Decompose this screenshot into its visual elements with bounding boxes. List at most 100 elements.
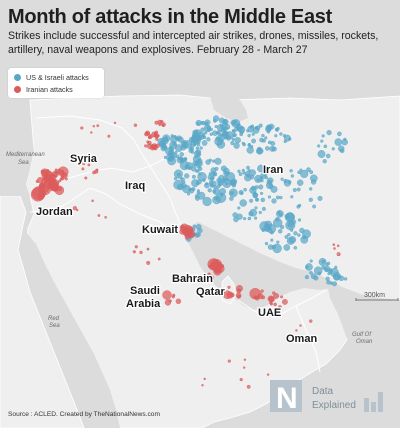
us-israeli-attack-marker bbox=[283, 244, 291, 251]
iranian-attack-marker bbox=[54, 185, 65, 196]
us-israeli-attack-marker bbox=[230, 179, 235, 184]
us-israeli-attack-marker bbox=[254, 185, 259, 190]
iranian-attack-marker bbox=[281, 298, 288, 305]
us-israeli-attack-marker bbox=[179, 176, 183, 180]
us-israeli-attack-marker bbox=[195, 181, 200, 186]
us-israeli-attack-marker bbox=[258, 210, 262, 215]
us-israeli-attack-marker bbox=[254, 216, 258, 220]
iranian-attack-marker bbox=[91, 160, 95, 164]
us-israeli-attack-marker bbox=[224, 126, 229, 131]
us-israeli-attack-marker bbox=[260, 197, 265, 203]
us-israeli-attack-marker bbox=[293, 231, 298, 236]
us-israeli-attack-marker bbox=[212, 119, 217, 123]
iranian-attack-marker bbox=[55, 181, 59, 185]
water-label-red: Red bbox=[48, 316, 60, 322]
us-israeli-attack-marker bbox=[221, 132, 225, 137]
us-israeli-attack-marker bbox=[192, 224, 197, 229]
iranian-attack-marker bbox=[132, 250, 136, 254]
iranian-attack-marker bbox=[215, 268, 219, 272]
iranian-attack-marker bbox=[309, 319, 313, 323]
us-israeli-attack-marker bbox=[199, 146, 203, 150]
us-israeli-attack-marker bbox=[192, 143, 196, 147]
logo-text-explained: Explained bbox=[312, 400, 356, 411]
us-israeli-attack-marker bbox=[260, 191, 264, 195]
us-israeli-attack-marker bbox=[282, 134, 287, 138]
us-israeli-attack-marker bbox=[205, 182, 209, 186]
iranian-attack-marker bbox=[146, 140, 150, 144]
iranian-attack-marker bbox=[92, 124, 96, 128]
us-israeli-attack-marker bbox=[239, 199, 247, 207]
us-israeli-attack-marker bbox=[337, 131, 342, 137]
us-israeli-attack-marker bbox=[322, 159, 327, 164]
us-israeli-attack-marker bbox=[343, 277, 348, 281]
us-israeli-attack-marker bbox=[280, 225, 285, 230]
logo-text-data: Data bbox=[312, 386, 334, 397]
us-israeli-attack-marker bbox=[180, 182, 187, 189]
country-label-qatar: Qatar bbox=[196, 286, 225, 298]
us-israeli-attack-marker bbox=[214, 157, 222, 165]
us-israeli-attack-marker bbox=[312, 204, 316, 209]
us-israeli-attack-marker bbox=[161, 144, 166, 149]
iranian-attack-marker bbox=[333, 247, 336, 250]
logo-bar-2 bbox=[371, 402, 376, 412]
us-israeli-attack-marker bbox=[280, 177, 284, 181]
land-egypt bbox=[0, 195, 85, 428]
us-israeli-attack-marker bbox=[260, 178, 264, 183]
us-israeli-attack-marker bbox=[275, 127, 279, 131]
iranian-attack-marker bbox=[139, 250, 143, 255]
us-israeli-attack-marker bbox=[297, 233, 301, 237]
scale-label: 300km bbox=[364, 292, 385, 299]
us-israeli-attack-marker bbox=[247, 216, 252, 221]
us-israeli-attack-marker bbox=[187, 192, 191, 196]
iranian-attack-marker bbox=[261, 295, 265, 300]
us-israeli-attack-marker bbox=[325, 263, 329, 267]
us-israeli-attack-marker bbox=[274, 134, 278, 138]
iranian-attack-marker bbox=[172, 293, 176, 297]
us-israeli-attack-marker bbox=[197, 227, 203, 234]
us-israeli-attack-marker bbox=[325, 153, 331, 159]
us-israeli-attack-marker bbox=[338, 145, 345, 152]
iranian-attack-marker bbox=[336, 252, 341, 257]
page-subtitle: Strikes include successful and intercept… bbox=[8, 30, 379, 56]
iranian-attack-marker bbox=[150, 144, 156, 149]
us-israeli-attack-marker bbox=[300, 235, 309, 244]
scale-bar: 300km bbox=[355, 292, 399, 301]
legend-label-iranian: Iranian attacks bbox=[26, 84, 73, 94]
iranian-attack-marker bbox=[278, 305, 282, 309]
us-israeli-attack-marker bbox=[232, 133, 236, 137]
us-israeli-attack-marker bbox=[314, 266, 323, 275]
us-israeli-attack-marker bbox=[331, 147, 335, 151]
us-israeli-attack-marker bbox=[201, 140, 208, 146]
us-israeli-attack-marker bbox=[225, 182, 229, 186]
us-israeli-attack-marker bbox=[309, 170, 314, 175]
iranian-attack-marker bbox=[107, 134, 111, 138]
us-israeli-attack-marker bbox=[256, 178, 260, 182]
us-israeli-attack-marker bbox=[261, 206, 266, 211]
us-israeli-attack-marker bbox=[283, 179, 292, 187]
us-israeli-attack-marker bbox=[233, 142, 240, 149]
us-israeli-attack-marker bbox=[210, 176, 214, 180]
iranian-attack-marker bbox=[268, 296, 275, 303]
us-israeli-attack-marker bbox=[173, 177, 178, 181]
data-explained-logo: N Data Explained bbox=[270, 380, 383, 415]
us-israeli-attack-marker bbox=[237, 169, 241, 173]
us-israeli-attack-marker bbox=[279, 132, 283, 136]
us-israeli-attack-marker bbox=[241, 141, 245, 145]
country-label-iraq: Iraq bbox=[125, 180, 145, 192]
us-israeli-attack-marker bbox=[214, 166, 219, 171]
legend-item-iranian: Iranian attacks bbox=[14, 83, 73, 95]
us-israeli-attack-marker bbox=[264, 241, 269, 246]
iranian-attack-marker bbox=[39, 182, 46, 190]
us-israeli-attack-marker bbox=[304, 275, 309, 280]
us-israeli-attack-marker bbox=[210, 180, 217, 187]
iranian-attack-marker bbox=[237, 294, 241, 299]
us-israeli-attack-marker bbox=[180, 144, 187, 151]
us-israeli-attack-marker bbox=[299, 168, 303, 172]
us-israeli-attack-marker bbox=[332, 272, 341, 281]
iranian-attack-marker bbox=[207, 272, 211, 276]
us-israeli-attack-marker bbox=[276, 240, 280, 244]
us-israeli-attack-marker bbox=[326, 130, 332, 136]
iranian-attack-marker bbox=[208, 274, 215, 281]
us-israeli-attack-marker bbox=[236, 123, 240, 127]
us-israeli-attack-marker bbox=[267, 125, 272, 130]
